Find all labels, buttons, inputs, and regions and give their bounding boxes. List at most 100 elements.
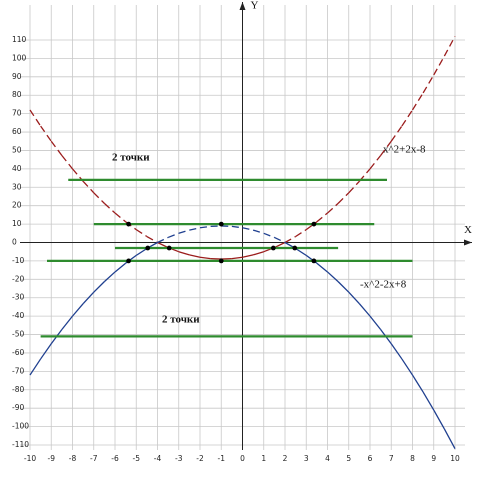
x-tick-label: 6 <box>368 454 373 463</box>
curve-segment <box>295 247 307 256</box>
curve-segment <box>135 247 148 256</box>
x-tick-label: -9 <box>48 454 56 463</box>
x-tick-label: -1 <box>218 454 226 463</box>
overlay: -10 -9 -8 -7 -6 -5 -4 -3 -2 -1 0 1 2 3 4 5 6 7 8 9 10-110-10… <box>12 0 472 463</box>
x-tick-label: 5 <box>346 454 351 463</box>
x-tick-label: -8 <box>69 454 77 463</box>
curve-segment <box>411 374 424 393</box>
y-tick-label: -10 <box>12 256 24 265</box>
curve-segment <box>422 74 435 94</box>
curve-segment <box>61 155 74 170</box>
y-tick-label: -30 <box>12 293 24 302</box>
y-tick-label: -20 <box>12 274 24 283</box>
curve-segment <box>337 281 350 293</box>
x-tick-label: 0 <box>240 454 245 463</box>
curve-segment <box>337 192 350 204</box>
y-tick-label: 30 <box>12 182 22 191</box>
curve-segment <box>189 227 201 231</box>
curve-segment <box>390 343 403 360</box>
x-tick-label: 8 <box>410 454 415 463</box>
curve-segment <box>167 232 179 239</box>
y-tick-label: -60 <box>12 348 24 357</box>
curve-segment <box>82 180 95 194</box>
x-tick-label: -3 <box>175 454 183 463</box>
x-tick-label: -7 <box>90 454 98 463</box>
y-tick-label: -70 <box>12 366 24 375</box>
x-axis-arrow <box>464 239 472 246</box>
curve-segment <box>305 221 318 231</box>
y-tick-label: 100 <box>12 53 27 62</box>
intersection-point <box>218 221 224 227</box>
y-tick-label: -100 <box>12 422 29 431</box>
x-tick-label: 9 <box>431 454 436 463</box>
y-tick-label: 80 <box>12 90 22 99</box>
y-tick-label: -40 <box>12 311 24 320</box>
curve-segment <box>40 343 52 360</box>
curve-segment <box>199 256 211 260</box>
x-tick-label: 7 <box>389 454 394 463</box>
curve-segment <box>93 281 105 293</box>
intersection-point <box>126 221 131 227</box>
curve-segment <box>284 235 296 244</box>
y-axis-arrow <box>239 2 246 10</box>
curve-segment <box>422 391 435 411</box>
grid <box>20 2 472 450</box>
intersection-point <box>270 245 276 251</box>
curve-segment <box>178 251 190 256</box>
curve-segment <box>199 225 211 229</box>
annotation: 2 точки <box>162 314 200 326</box>
curve-segment <box>146 235 158 244</box>
curve-label: -x^2-2x+8 <box>360 279 407 291</box>
curve-segment <box>348 180 360 194</box>
curve-segment <box>114 262 127 273</box>
y-tick-label: 110 <box>12 35 27 44</box>
y-axis-label: Y <box>251 0 259 12</box>
curve-segment <box>443 36 456 57</box>
curve-segment <box>348 291 360 305</box>
curve-segment <box>327 271 339 283</box>
curve-segment <box>242 254 254 258</box>
x-tick-label: 3 <box>304 454 309 463</box>
curve-segment <box>231 225 243 229</box>
y-tick-label: 70 <box>12 109 22 118</box>
curve-segment <box>157 236 169 244</box>
y-tick-label: -80 <box>12 385 24 394</box>
intersection-point <box>292 245 298 251</box>
curve-segment <box>358 303 371 317</box>
curve-segment <box>178 229 190 234</box>
y-tick-label: -90 <box>12 403 24 412</box>
curve-segment <box>411 92 424 111</box>
curve-segment <box>401 109 414 127</box>
curve-segment <box>433 409 445 430</box>
curve-segment <box>295 229 307 238</box>
curve-segment <box>29 358 42 376</box>
curve-segment <box>189 254 201 258</box>
curve-segment <box>433 55 445 76</box>
intersection-point <box>126 258 131 264</box>
intersection-point <box>311 258 317 264</box>
curve-segment <box>157 241 169 249</box>
x-tick-label: -4 <box>154 454 162 463</box>
curve-segment <box>135 229 148 238</box>
y-tick-label: -110 <box>12 440 29 449</box>
annotation: 2 точки <box>112 152 150 164</box>
x-tick-label: 2 <box>283 454 288 463</box>
curve-segment <box>274 241 286 249</box>
curve-segment <box>103 271 116 283</box>
curve-segment <box>316 212 328 223</box>
x-tick-label: 1 <box>261 454 266 463</box>
curve-segment <box>369 315 382 330</box>
y-tick-label: 90 <box>12 72 22 81</box>
curve-segment <box>82 291 95 305</box>
y-tick-label: -50 <box>12 330 24 339</box>
y-tick-label: 50 <box>12 145 22 154</box>
intersection-point <box>166 245 172 251</box>
intersection-point <box>145 245 151 251</box>
curve-segment <box>93 192 105 204</box>
x-tick-label: -10 <box>24 454 36 463</box>
curve-segment <box>390 125 403 142</box>
curve-segment <box>316 262 328 273</box>
y-tick-label: 40 <box>12 164 22 173</box>
plot-area <box>29 36 456 449</box>
